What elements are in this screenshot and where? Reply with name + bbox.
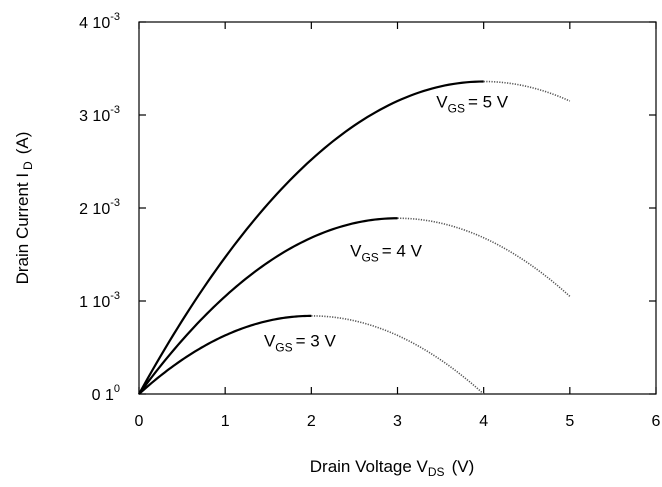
y-tick-label-4: 4 10-3 bbox=[79, 11, 120, 32]
x-tick-label-5: 5 bbox=[565, 413, 574, 430]
y-tick-exponent: -3 bbox=[110, 290, 120, 302]
curve-solid-1 bbox=[138, 217, 398, 395]
y-tick-mantissa: 1 10 bbox=[79, 294, 110, 311]
curve-solid-2 bbox=[138, 314, 312, 395]
curve-label-2: VGS = 3 V bbox=[264, 332, 337, 355]
curve-solid-0 bbox=[138, 80, 484, 395]
y-tick-exponent: -3 bbox=[110, 104, 120, 116]
plot-frame bbox=[138, 21, 657, 395]
y-tick-label-3: 3 10-3 bbox=[79, 104, 120, 125]
curve-dotted-1 bbox=[397, 217, 571, 297]
curve-label-sub: GS bbox=[361, 250, 378, 264]
curves bbox=[138, 80, 571, 395]
tick-marks bbox=[138, 21, 657, 395]
x-tick-label-3: 3 bbox=[393, 413, 402, 430]
y-tick-label-2: 2 10-3 bbox=[79, 197, 120, 218]
x-tick-label-0: 0 bbox=[135, 413, 144, 430]
x-tick-label-2: 2 bbox=[307, 413, 316, 430]
curve-label-value: = 3 V bbox=[296, 332, 337, 351]
x-tick-label-6: 6 bbox=[652, 413, 661, 430]
curve-dotted-2 bbox=[311, 315, 485, 395]
y-tick-mantissa: 3 10 bbox=[79, 108, 110, 125]
x-tick-label-1: 1 bbox=[221, 413, 230, 430]
curve-label-sub: GS bbox=[275, 341, 292, 355]
x-tick-labels: 0 1 2 3 4 5 6 bbox=[135, 413, 661, 430]
y-axis-label: Drain Current I D (A) bbox=[13, 132, 35, 285]
x-axis-label: Drain Voltage VDS (V) bbox=[310, 457, 474, 479]
x-axis-label-sub: DS bbox=[428, 465, 445, 479]
y-tick-mantissa: 2 10 bbox=[79, 201, 110, 218]
curve-label-value: = 5 V bbox=[468, 93, 509, 112]
curve-label-main: V bbox=[264, 332, 276, 351]
y-axis-label-main: Drain Current I bbox=[13, 173, 32, 284]
y-tick-exponent: 0 bbox=[114, 383, 120, 395]
curve-dotted-0 bbox=[483, 80, 571, 102]
y-axis-label-sub: D bbox=[21, 161, 35, 170]
y-tick-exponent: -3 bbox=[110, 197, 120, 209]
curve-label-main: V bbox=[350, 241, 362, 260]
curve-label-main: V bbox=[436, 93, 448, 112]
y-axis-label-unit: (A) bbox=[13, 132, 32, 155]
y-tick-exponent: -3 bbox=[110, 11, 120, 23]
x-axis-label-main: Drain Voltage V bbox=[310, 457, 429, 476]
y-tick-labels: 0 101 10-32 10-33 10-34 10-3 bbox=[79, 11, 120, 404]
y-tick-label-0: 0 10 bbox=[92, 383, 120, 404]
curve-label-sub: GS bbox=[448, 102, 465, 116]
curve-label-1: VGS = 4 V bbox=[350, 241, 423, 264]
x-tick-label-4: 4 bbox=[479, 413, 488, 430]
x-axis-label-unit: (V) bbox=[452, 457, 475, 476]
y-tick-mantissa: 0 1 bbox=[92, 387, 114, 404]
y-tick-mantissa: 4 10 bbox=[79, 15, 110, 32]
curve-label-value: = 4 V bbox=[382, 241, 423, 260]
curve-label-0: VGS = 5 V bbox=[436, 93, 509, 116]
y-tick-label-1: 1 10-3 bbox=[79, 290, 120, 311]
